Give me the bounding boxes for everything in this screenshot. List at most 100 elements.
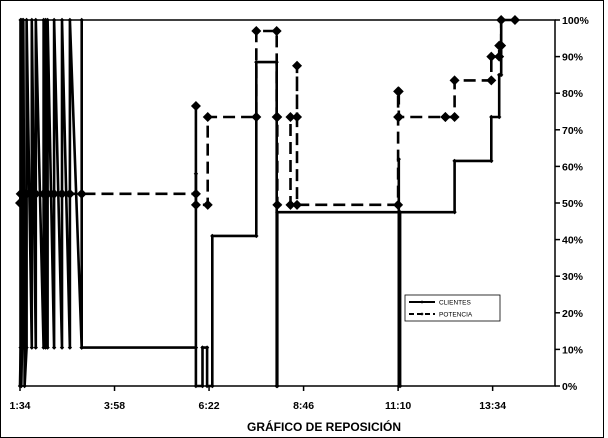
series-point-clientes bbox=[51, 345, 57, 350]
y-tick-label: 40% bbox=[562, 235, 584, 247]
series-point-clientes bbox=[210, 233, 215, 239]
legend-box bbox=[404, 294, 501, 322]
series-point-clientes bbox=[397, 209, 403, 215]
series-point-clientes bbox=[497, 114, 502, 120]
y-tick-label: 10% bbox=[562, 344, 584, 356]
y-tick-label: 0% bbox=[562, 381, 578, 393]
series-point-potencia bbox=[494, 51, 505, 62]
series-point-clientes bbox=[193, 345, 199, 350]
series-point-potencia bbox=[486, 51, 497, 62]
series-point-clientes bbox=[45, 345, 50, 350]
series-point-potencia bbox=[509, 15, 520, 25]
series-point-potencia bbox=[393, 111, 404, 122]
series-point-clientes bbox=[22, 383, 27, 389]
x-tick-label: 13:34 bbox=[479, 400, 506, 412]
series-point-clientes bbox=[397, 383, 403, 389]
series-point-potencia bbox=[57, 188, 68, 199]
series-point-clientes bbox=[21, 17, 26, 23]
series-point-clientes bbox=[24, 17, 29, 23]
x-tick-label: 3:58 bbox=[104, 400, 125, 412]
y-tick-label: 70% bbox=[562, 125, 584, 137]
x-tick-label: 8:46 bbox=[293, 400, 314, 412]
series-point-clientes bbox=[254, 59, 259, 65]
series-point-potencia bbox=[49, 188, 60, 199]
series-point-clientes bbox=[33, 345, 38, 350]
series-point-clientes bbox=[51, 17, 57, 23]
series-point-clientes bbox=[274, 59, 279, 65]
series-point-clientes bbox=[204, 383, 210, 389]
markers-layer bbox=[15, 15, 520, 389]
series-point-clientes bbox=[29, 345, 35, 350]
series-point-clientes bbox=[498, 72, 504, 78]
series-point-clientes bbox=[204, 345, 210, 350]
series-point-clientes bbox=[489, 114, 494, 120]
y-tick-label: 60% bbox=[562, 161, 584, 173]
series-point-clientes bbox=[275, 209, 280, 215]
legend-marker-potencia bbox=[420, 312, 424, 316]
series-point-potencia bbox=[202, 199, 213, 210]
y-tick-label: 80% bbox=[562, 88, 584, 100]
series-point-clientes bbox=[59, 17, 65, 23]
series-point-potencia bbox=[440, 111, 451, 122]
series-point-potencia bbox=[292, 199, 303, 210]
series-point-clientes bbox=[275, 383, 280, 389]
series-point-potencia bbox=[42, 188, 53, 199]
series-point-clientes bbox=[200, 345, 205, 350]
series-point-potencia bbox=[21, 188, 32, 199]
series-point-potencia bbox=[15, 198, 25, 208]
series-point-potencia bbox=[272, 111, 283, 122]
series-point-potencia bbox=[30, 188, 41, 199]
series-point-clientes bbox=[45, 17, 50, 23]
series-point-clientes bbox=[19, 383, 24, 389]
series-point-potencia bbox=[393, 86, 404, 97]
series-point-clientes bbox=[67, 345, 73, 350]
series-point-potencia bbox=[285, 199, 296, 210]
series-point-potencia bbox=[64, 188, 75, 199]
series-point-potencia bbox=[190, 188, 201, 199]
legend-label-potencia: POTENCIA bbox=[439, 312, 473, 319]
series-point-potencia bbox=[449, 75, 460, 86]
series-point-clientes bbox=[33, 17, 38, 23]
series-point-clientes bbox=[210, 383, 215, 389]
series-point-potencia bbox=[486, 75, 497, 86]
y-tick-label: 30% bbox=[562, 271, 584, 283]
series-point-clientes bbox=[79, 345, 84, 350]
series-point-clientes bbox=[67, 17, 73, 23]
series-point-potencia bbox=[190, 199, 201, 210]
y-tick-label: 90% bbox=[562, 52, 584, 64]
series-point-potencia bbox=[251, 25, 262, 36]
series-point-clientes bbox=[489, 158, 494, 164]
x-tick-label: 6:22 bbox=[199, 400, 220, 412]
series-point-potencia bbox=[271, 25, 282, 36]
series-point-potencia bbox=[190, 101, 201, 112]
series-point-clientes bbox=[29, 17, 35, 23]
series-point-potencia bbox=[272, 199, 283, 210]
series-point-potencia bbox=[76, 188, 87, 199]
series-point-potencia bbox=[202, 111, 213, 122]
series-point-potencia bbox=[449, 111, 460, 122]
x-tick-label: 11:10 bbox=[385, 400, 411, 412]
series-point-potencia bbox=[292, 111, 303, 122]
series-point-clientes bbox=[452, 158, 457, 164]
y-tick-label: 20% bbox=[562, 308, 584, 320]
series-point-clientes bbox=[24, 345, 29, 350]
series-point-potencia bbox=[285, 111, 296, 122]
series-point-potencia bbox=[393, 199, 404, 210]
x-tick-label: 1:34 bbox=[9, 400, 30, 412]
series-point-clientes bbox=[79, 17, 84, 23]
series-point-clientes bbox=[254, 233, 259, 239]
legend-marker-clientes bbox=[420, 300, 424, 304]
series-point-potencia bbox=[292, 60, 303, 71]
series-point-clientes bbox=[193, 383, 199, 389]
y-tick-label: 50% bbox=[562, 198, 584, 210]
series-point-potencia bbox=[496, 15, 507, 25]
legend: CLIENTES POTENCIA bbox=[404, 294, 501, 322]
series-point-clientes bbox=[193, 171, 199, 176]
labels-layer: 0% 10% 20% 30% 40% 50% 60% 70% 80% 90% 100% 1:34 3:5… bbox=[9, 15, 589, 412]
series-point-clientes bbox=[200, 383, 205, 389]
legend-label-clientes: CLIENTES bbox=[439, 300, 471, 307]
x-axis-title: GRÁFICO DE REPOSICIÓN bbox=[247, 419, 401, 434]
